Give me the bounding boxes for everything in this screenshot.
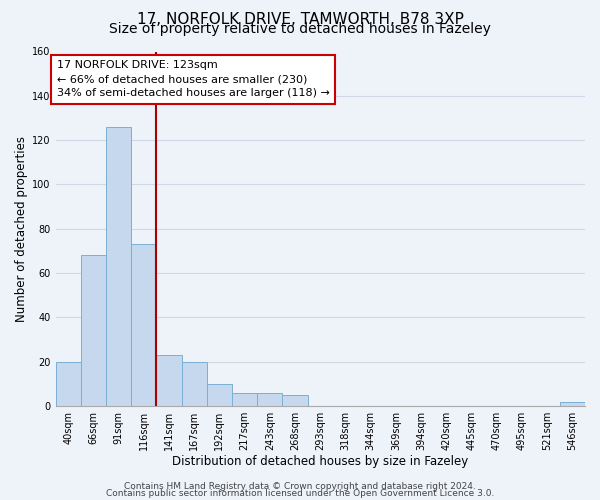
Bar [257,393,283,406]
Bar [131,244,157,406]
Bar [81,256,106,406]
Bar [182,362,207,406]
Bar [207,384,232,406]
Bar [106,127,131,406]
Bar [157,355,182,406]
Bar [560,402,585,406]
Text: Contains public sector information licensed under the Open Government Licence 3.: Contains public sector information licen… [106,489,494,498]
Bar [56,362,81,406]
Y-axis label: Number of detached properties: Number of detached properties [15,136,28,322]
X-axis label: Distribution of detached houses by size in Fazeley: Distribution of detached houses by size … [172,454,469,468]
Bar [283,395,308,406]
Bar [232,393,257,406]
Text: Contains HM Land Registry data © Crown copyright and database right 2024.: Contains HM Land Registry data © Crown c… [124,482,476,491]
Text: Size of property relative to detached houses in Fazeley: Size of property relative to detached ho… [109,22,491,36]
Text: 17 NORFOLK DRIVE: 123sqm
← 66% of detached houses are smaller (230)
34% of semi-: 17 NORFOLK DRIVE: 123sqm ← 66% of detach… [57,60,329,98]
Text: 17, NORFOLK DRIVE, TAMWORTH, B78 3XP: 17, NORFOLK DRIVE, TAMWORTH, B78 3XP [137,12,463,28]
